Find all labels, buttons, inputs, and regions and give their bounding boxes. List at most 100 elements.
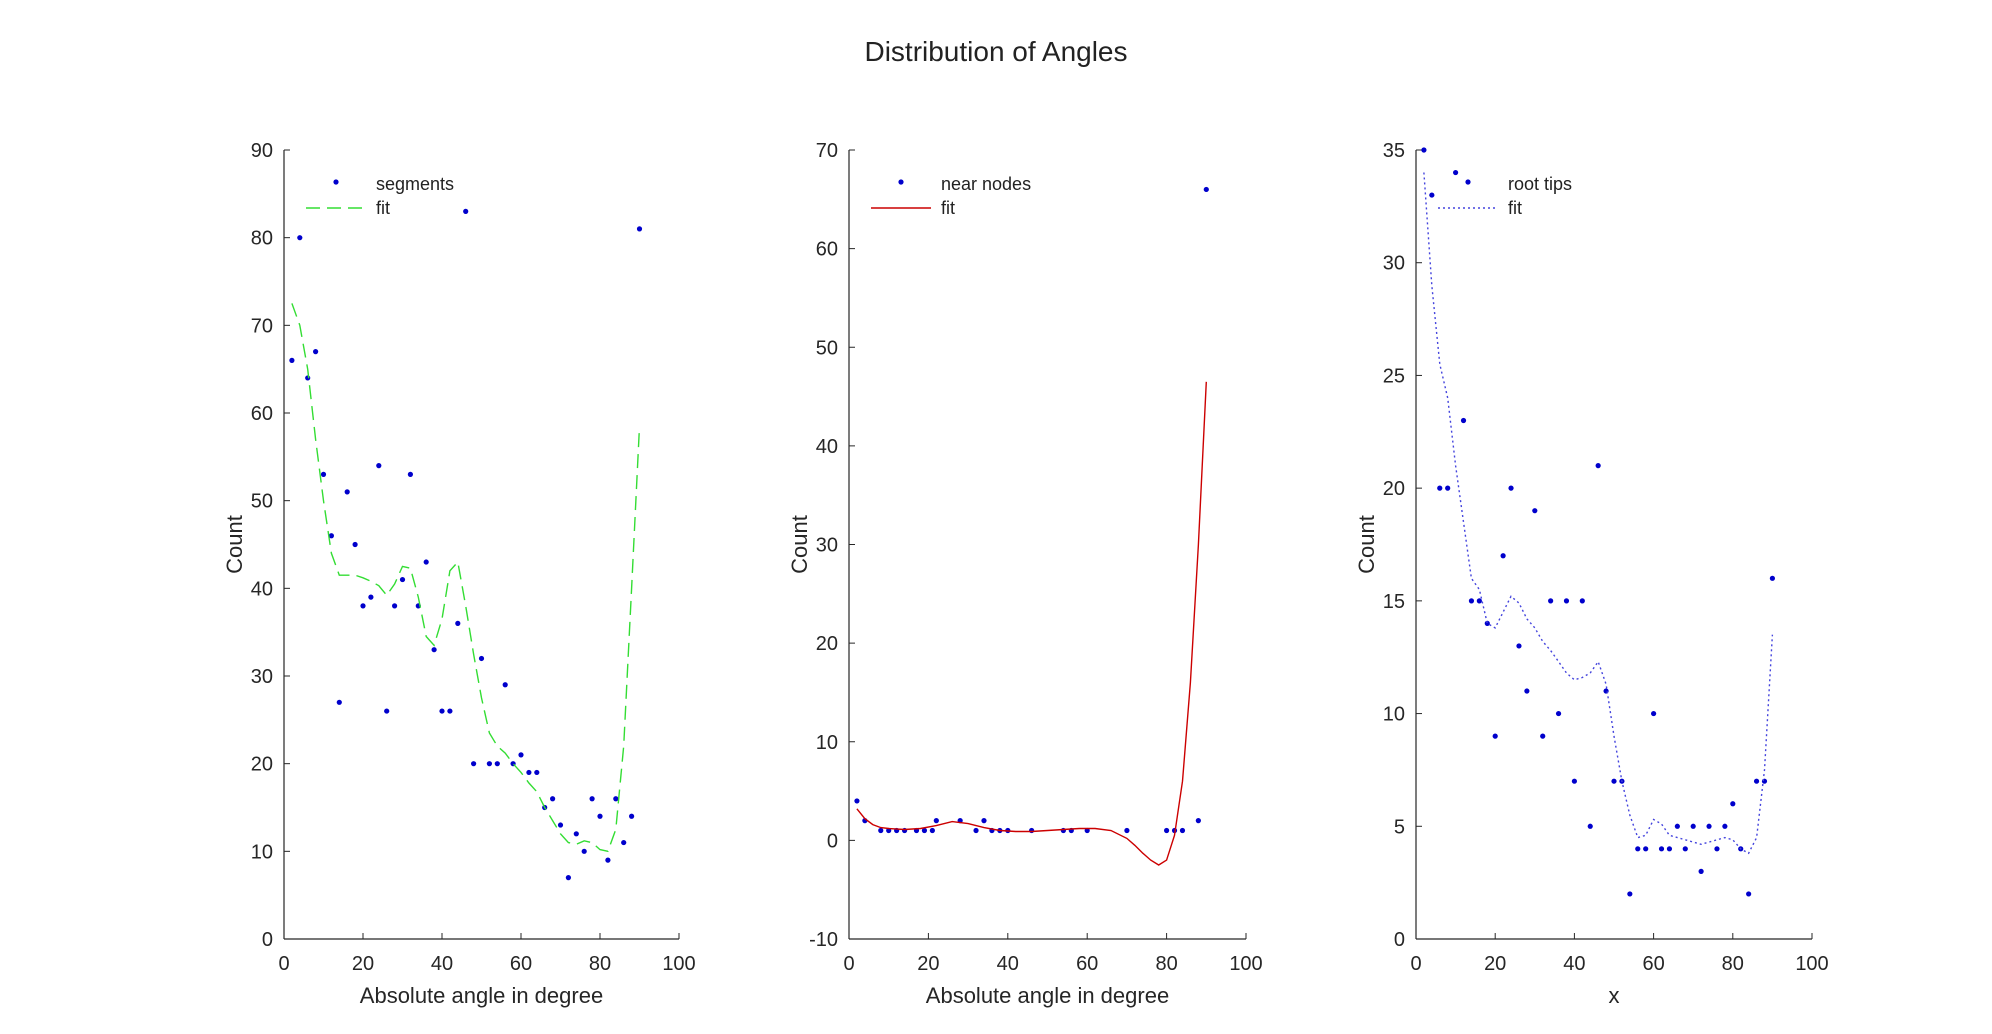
data-point [1484,620,1490,627]
legend-label: near nodes [941,174,1031,194]
data-point [344,489,350,495]
data-point [407,471,413,477]
data-point [597,813,603,819]
data-point [921,827,928,834]
legend-swatch-point [333,179,339,185]
data-point [1722,823,1728,829]
legend-swatch-point [898,179,904,185]
data-point [1203,186,1209,193]
data-point [336,699,342,705]
y-tick-label: 35 [1383,140,1405,162]
y-tick-label: 0 [262,929,273,951]
data-point [1429,192,1435,198]
x-tick-label: 100 [1795,953,1828,975]
data-point [1690,823,1696,829]
data-point [1508,485,1514,491]
data-point [1730,801,1736,807]
y-tick-label: 25 [1383,365,1405,387]
y-tick-label: 10 [251,841,273,863]
x-tick-label: 60 [1642,953,1664,975]
y-tick-label: 40 [816,436,838,458]
chart-3: 0 20 40 60 80 100 0 5 10 15 20 25 30 35 x Count root tip… [1354,140,1829,1008]
y-tick-label: 50 [816,337,838,359]
figure-title: Distribution of Angles [864,36,1128,67]
data-point [526,769,532,776]
data-point [1492,733,1498,739]
data-point [352,541,358,548]
legend-label: fit [1508,198,1522,218]
x-tick-label: 80 [1722,953,1744,975]
data-point [1460,417,1467,424]
data-point [368,594,374,600]
data-point [1179,827,1186,834]
data-point [313,349,319,355]
data-point [289,357,295,363]
legend: segments fit [306,174,454,218]
data-point [478,655,485,662]
data-point [1421,147,1427,153]
x-axis-label: Absolute angle in degree [360,983,603,1008]
data-point [1746,891,1752,897]
data-point [621,839,627,846]
y-axis-label: Count [787,515,812,574]
y-tick-label: 50 [251,491,273,513]
y-tick-label: 20 [816,633,838,655]
data-point [1500,553,1506,559]
data-point [1674,823,1680,829]
y-tick-label: 10 [1383,704,1405,726]
data-point [629,813,635,819]
data-point [929,827,935,834]
data-point [981,818,987,824]
data-point [573,831,579,837]
x-tick-label: 80 [589,953,611,975]
data-point [636,226,643,232]
data-point [1635,846,1641,852]
data-point [384,708,390,714]
data-point [581,848,587,854]
data-point [502,682,508,688]
data-point [439,708,445,714]
y-tick-label: 70 [816,140,838,162]
y-tick-label: 30 [816,535,838,557]
data-point [854,798,860,804]
data-point [1595,463,1601,469]
data-point [973,827,979,834]
data-point [1658,846,1665,852]
y-axis-label: Count [222,515,247,574]
y-tick-label: 10 [816,732,838,754]
data-point [550,796,556,802]
data-point [1532,508,1538,514]
data-point [455,620,461,627]
data-point [1611,778,1617,784]
legend-label: fit [376,198,390,218]
data-point [305,375,311,381]
data-point [1706,823,1712,829]
fit-line [856,381,1207,866]
legend: near nodes fit [871,174,1031,218]
data-point [1445,485,1451,491]
y-tick-label: 20 [1383,478,1405,500]
data-point [328,533,334,539]
data-point [1548,598,1554,604]
data-point [1579,598,1585,604]
y-tick-label: 30 [251,666,273,688]
data-point [1643,846,1649,852]
data-point [1682,846,1688,852]
data-point [1555,710,1562,717]
data-point [1714,846,1720,852]
y-tick-label: -10 [809,929,838,951]
x-tick-label: 60 [510,953,532,975]
data-point [1524,688,1530,694]
data-point [376,463,382,469]
legend-label: root tips [1508,174,1572,194]
legend-swatch-point [1465,179,1471,185]
data-point [471,761,477,767]
data-point [1587,823,1593,829]
y-tick-label: 70 [251,315,273,337]
x-tick-label: 40 [431,953,453,975]
x-tick-label: 40 [1563,953,1585,975]
x-tick-label: 0 [843,953,854,975]
y-axis-label: Count [1354,515,1379,574]
